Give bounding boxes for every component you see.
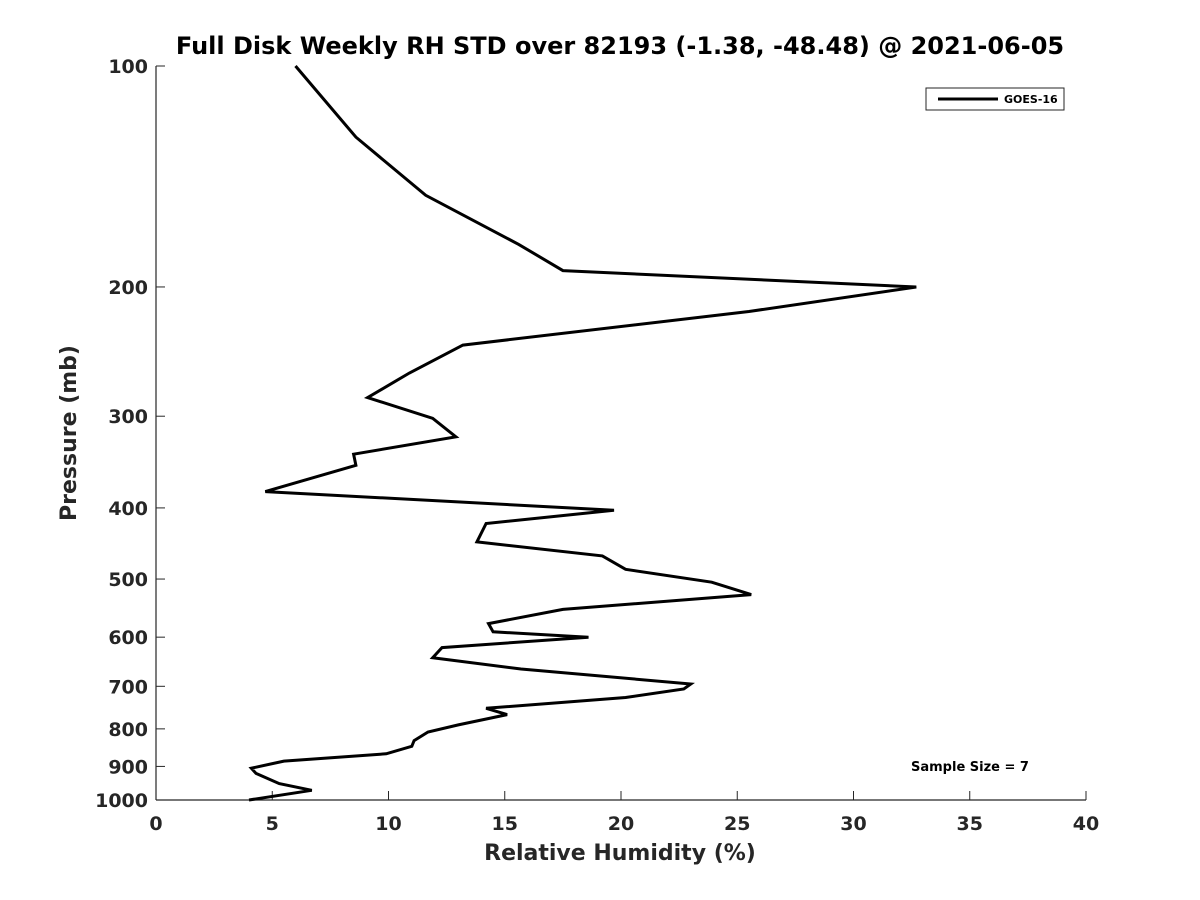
y-tick-label: 500 — [108, 569, 148, 591]
y-tick-label: 600 — [108, 627, 148, 649]
legend-label: GOES-16 — [1004, 93, 1058, 106]
y-tick-label: 800 — [108, 719, 148, 741]
x-tick-label: 0 — [149, 813, 162, 835]
y-tick-label: 1000 — [95, 790, 148, 812]
series-line-goes-16 — [248, 65, 917, 802]
chart-title: Full Disk Weekly RH STD over 82193 (-1.3… — [176, 32, 1064, 60]
sample-size-annotation: Sample Size = 7 — [911, 760, 1029, 775]
y-axis-label: Pressure (mb) — [57, 345, 82, 521]
x-axis-label: Relative Humidity (%) — [484, 841, 756, 866]
x-tick-label: 5 — [266, 813, 279, 835]
x-tick-label: 15 — [492, 813, 518, 835]
y-tick-label: 700 — [108, 676, 148, 698]
x-tick-label: 20 — [608, 813, 634, 835]
plot-area: 0 5 10 15 20 25 30 35 40 100 200 300 400 500 600 700 80… — [95, 56, 1099, 835]
x-tick-label: 35 — [957, 813, 983, 835]
x-tick-label: 30 — [840, 813, 866, 835]
series-layer — [248, 65, 917, 802]
y-tick-label: 400 — [108, 498, 148, 520]
y-tick-label: 900 — [108, 756, 148, 778]
x-tick-label: 25 — [724, 813, 750, 835]
x-ticks: 0 5 10 15 20 25 30 35 40 — [149, 791, 1099, 835]
y-ticks: 100 200 300 400 500 600 700 800 900 1000 — [95, 56, 165, 812]
y-tick-label: 100 — [108, 56, 148, 78]
y-tick-label: 300 — [108, 406, 148, 428]
x-tick-label: 40 — [1073, 813, 1099, 835]
y-tick-label: 200 — [108, 277, 148, 299]
legend: GOES-16 — [925, 87, 1065, 111]
x-tick-label: 10 — [375, 813, 401, 835]
